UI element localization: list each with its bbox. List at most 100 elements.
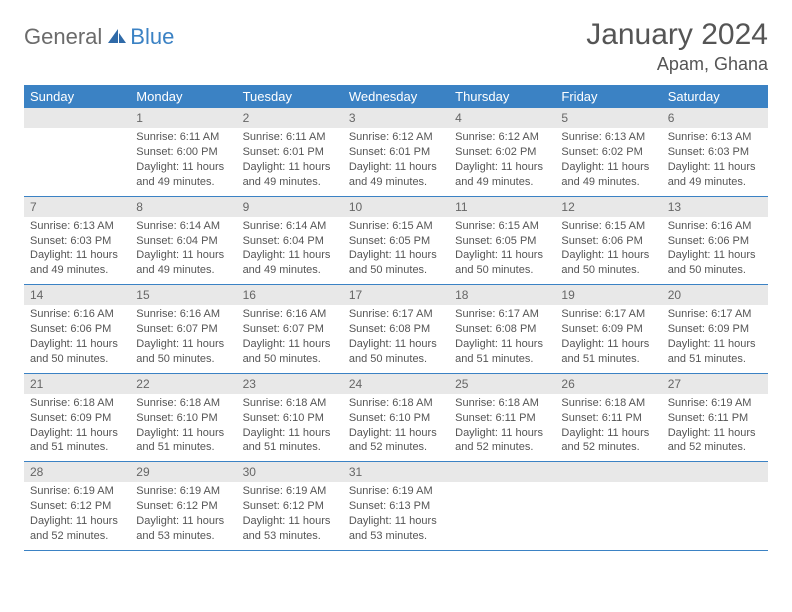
sunrise-text: Sunrise: 6:17 AM <box>349 307 443 322</box>
sunrise-text: Sunrise: 6:19 AM <box>30 484 124 499</box>
day-number: 5 <box>555 108 661 128</box>
sunset-text: Sunset: 6:06 PM <box>30 322 124 337</box>
calendar-cell: 15Sunrise: 6:16 AMSunset: 6:07 PMDayligh… <box>130 285 236 374</box>
day-number: 25 <box>449 374 555 394</box>
sunrise-text: Sunrise: 6:19 AM <box>668 396 762 411</box>
sunset-text: Sunset: 6:10 PM <box>243 411 337 426</box>
day-body: Sunrise: 6:17 AMSunset: 6:09 PMDaylight:… <box>662 305 768 372</box>
sunset-text: Sunset: 6:05 PM <box>349 234 443 249</box>
day-body: Sunrise: 6:16 AMSunset: 6:06 PMDaylight:… <box>662 217 768 284</box>
weekday-header: Monday <box>130 85 236 108</box>
day-number: 1 <box>130 108 236 128</box>
daylight-text: Daylight: 11 hours and 49 minutes. <box>136 160 230 190</box>
sunrise-text: Sunrise: 6:15 AM <box>561 219 655 234</box>
daylight-text: Daylight: 11 hours and 50 minutes. <box>243 337 337 367</box>
sunrise-text: Sunrise: 6:11 AM <box>243 130 337 145</box>
calendar-cell <box>662 462 768 551</box>
sunrise-text: Sunrise: 6:13 AM <box>30 219 124 234</box>
day-number: 15 <box>130 285 236 305</box>
day-body <box>449 482 555 530</box>
day-body <box>555 482 661 530</box>
calendar-cell: 6Sunrise: 6:13 AMSunset: 6:03 PMDaylight… <box>662 108 768 196</box>
daylight-text: Daylight: 11 hours and 52 minutes. <box>30 514 124 544</box>
day-body: Sunrise: 6:13 AMSunset: 6:02 PMDaylight:… <box>555 128 661 195</box>
day-body: Sunrise: 6:16 AMSunset: 6:07 PMDaylight:… <box>237 305 343 372</box>
day-body: Sunrise: 6:15 AMSunset: 6:05 PMDaylight:… <box>449 217 555 284</box>
daylight-text: Daylight: 11 hours and 53 minutes. <box>136 514 230 544</box>
day-body: Sunrise: 6:13 AMSunset: 6:03 PMDaylight:… <box>662 128 768 195</box>
sunset-text: Sunset: 6:03 PM <box>668 145 762 160</box>
day-body: Sunrise: 6:19 AMSunset: 6:13 PMDaylight:… <box>343 482 449 549</box>
sunset-text: Sunset: 6:05 PM <box>455 234 549 249</box>
day-number: 22 <box>130 374 236 394</box>
sunrise-text: Sunrise: 6:17 AM <box>561 307 655 322</box>
sunrise-text: Sunrise: 6:15 AM <box>455 219 549 234</box>
sunset-text: Sunset: 6:11 PM <box>455 411 549 426</box>
daylight-text: Daylight: 11 hours and 49 minutes. <box>668 160 762 190</box>
logo: General Blue <box>24 24 174 50</box>
sunset-text: Sunset: 6:09 PM <box>668 322 762 337</box>
day-body: Sunrise: 6:12 AMSunset: 6:02 PMDaylight:… <box>449 128 555 195</box>
day-body: Sunrise: 6:19 AMSunset: 6:12 PMDaylight:… <box>24 482 130 549</box>
calendar-week: 21Sunrise: 6:18 AMSunset: 6:09 PMDayligh… <box>24 373 768 462</box>
sunset-text: Sunset: 6:02 PM <box>455 145 549 160</box>
sail-icon <box>106 27 128 50</box>
location: Apam, Ghana <box>586 54 768 75</box>
daylight-text: Daylight: 11 hours and 50 minutes. <box>349 248 443 278</box>
calendar-cell: 30 Sunrise: 6:19 AMSunset: 6:12 PMDayligh… <box>237 462 343 551</box>
calendar-cell: 8Sunrise: 6:14 AMSunset: 6:04 PMDaylight… <box>130 196 236 285</box>
sunrise-text: Sunrise: 6:19 AM <box>136 484 230 499</box>
sunset-text: Sunset: 6:01 PM <box>243 145 337 160</box>
day-number: 28 <box>24 462 130 482</box>
month-title: January 2024 <box>586 18 768 52</box>
sunrise-text: Sunrise: 6:13 AM <box>668 130 762 145</box>
daylight-text: Daylight: 11 hours and 52 minutes. <box>561 426 655 456</box>
sunset-text: Sunset: 6:12 PM <box>30 499 124 514</box>
sunset-text: Sunset: 6:12 PM <box>243 499 337 514</box>
day-body: Sunrise: 6:18 AMSunset: 6:10 PMDaylight:… <box>130 394 236 461</box>
calendar-cell: 17Sunrise: 6:17 AMSunset: 6:08 PMDayligh… <box>343 285 449 374</box>
weekday-row: SundayMondayTuesdayWednesdayThursdayFrid… <box>24 85 768 108</box>
calendar-cell <box>24 108 130 196</box>
daylight-text: Daylight: 11 hours and 51 minutes. <box>455 337 549 367</box>
sunset-text: Sunset: 6:02 PM <box>561 145 655 160</box>
sunset-text: Sunset: 6:11 PM <box>668 411 762 426</box>
sunrise-text: Sunrise: 6:13 AM <box>561 130 655 145</box>
calendar-cell: 31Sunrise: 6:19 AMSunset: 6:13 PMDayligh… <box>343 462 449 551</box>
daylight-text: Daylight: 11 hours and 53 minutes. <box>243 514 337 544</box>
day-number: 8 <box>130 197 236 217</box>
day-number: 27 <box>662 374 768 394</box>
day-number: 10 <box>343 197 449 217</box>
sunset-text: Sunset: 6:00 PM <box>136 145 230 160</box>
weekday-header: Thursday <box>449 85 555 108</box>
sunrise-text: Sunrise: 6:18 AM <box>136 396 230 411</box>
sunset-text: Sunset: 6:08 PM <box>455 322 549 337</box>
daylight-text: Daylight: 11 hours and 50 minutes. <box>136 337 230 367</box>
day-body: Sunrise: 6:18 AMSunset: 6:10 PMDaylight:… <box>343 394 449 461</box>
daylight-text: Daylight: 11 hours and 51 minutes. <box>30 426 124 456</box>
calendar-cell: 11Sunrise: 6:15 AMSunset: 6:05 PMDayligh… <box>449 196 555 285</box>
daylight-text: Daylight: 11 hours and 51 minutes. <box>243 426 337 456</box>
calendar-cell: 3Sunrise: 6:12 AMSunset: 6:01 PMDaylight… <box>343 108 449 196</box>
daylight-text: Daylight: 11 hours and 52 minutes. <box>455 426 549 456</box>
day-body <box>24 128 130 176</box>
daylight-text: Daylight: 11 hours and 52 minutes. <box>668 426 762 456</box>
sunrise-text: Sunrise: 6:18 AM <box>455 396 549 411</box>
sunrise-text: Sunrise: 6:19 AM <box>243 484 337 499</box>
day-body: Sunrise: 6:17 AMSunset: 6:09 PMDaylight:… <box>555 305 661 372</box>
sunset-text: Sunset: 6:09 PM <box>561 322 655 337</box>
weekday-header: Sunday <box>24 85 130 108</box>
day-number: 30 <box>237 462 343 482</box>
calendar-cell: 26Sunrise: 6:18 AMSunset: 6:11 PMDayligh… <box>555 373 661 462</box>
day-body: Sunrise: 6:19 AMSunset: 6:11 PMDaylight:… <box>662 394 768 461</box>
daylight-text: Daylight: 11 hours and 50 minutes. <box>561 248 655 278</box>
calendar-cell: 14Sunrise: 6:16 AMSunset: 6:06 PMDayligh… <box>24 285 130 374</box>
day-number: 31 <box>343 462 449 482</box>
calendar-cell: 5Sunrise: 6:13 AMSunset: 6:02 PMDaylight… <box>555 108 661 196</box>
day-number <box>449 462 555 482</box>
calendar-cell <box>449 462 555 551</box>
daylight-text: Daylight: 11 hours and 49 minutes. <box>136 248 230 278</box>
day-number: 3 <box>343 108 449 128</box>
sunset-text: Sunset: 6:10 PM <box>136 411 230 426</box>
sunset-text: Sunset: 6:07 PM <box>243 322 337 337</box>
